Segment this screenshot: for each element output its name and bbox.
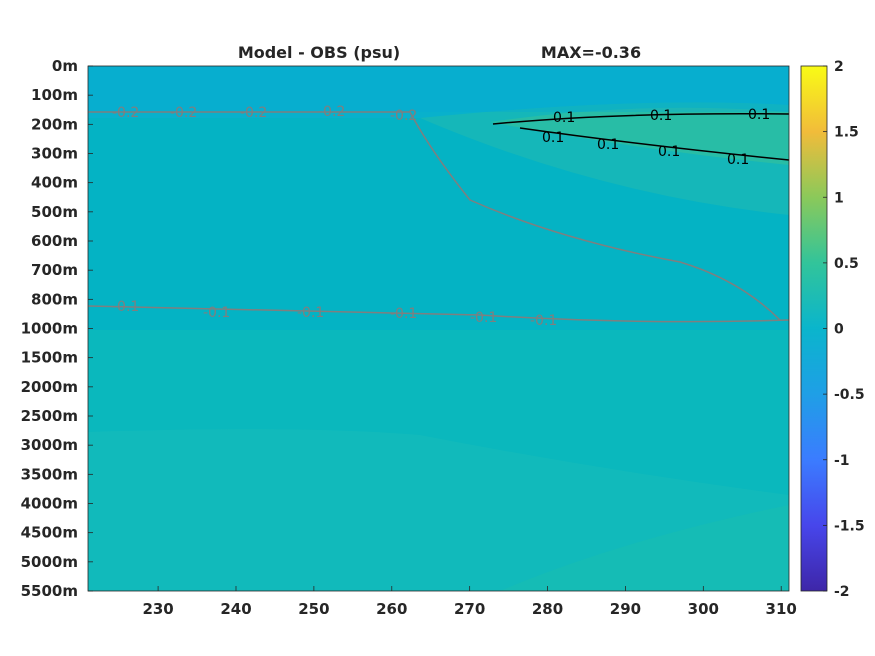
colorbar-tick-label: 1.5: [834, 125, 859, 141]
y-tick-label: 3000m: [21, 436, 78, 454]
contour-label: 0.1: [553, 110, 575, 126]
y-tick-label: 4500m: [21, 524, 78, 542]
y-tick-label: 1000m: [21, 320, 78, 338]
colorbar-tick-label: -1: [834, 453, 850, 469]
y-tick-label: 2000m: [21, 378, 78, 396]
contour-line-neg-0.1: [87, 305, 790, 323]
y-tick-label: 0m: [52, 57, 78, 75]
x-tick-label: 280: [532, 600, 563, 618]
x-tick-label: 230: [142, 600, 173, 618]
y-tick-label: 400m: [31, 174, 78, 192]
contour-label: -0.2: [318, 104, 345, 120]
contour-label: 0.1: [658, 144, 680, 160]
chart-subtitle: MAX=-0.36: [541, 43, 641, 62]
contour-line-0.1-upper: [492, 112, 790, 125]
colorbar-tick-label: 2: [834, 59, 844, 75]
colorbar-tick-label: 1: [834, 190, 844, 206]
y-tick-label: 300m: [31, 145, 78, 163]
contour-label: -0.1: [112, 299, 139, 315]
contour-label: -0.1: [470, 310, 497, 326]
contour-label: 0.1: [542, 130, 564, 146]
contour-line-neg-0.2: [88, 111, 781, 321]
contour-label: -0.1: [203, 305, 230, 321]
colorbar-axis: 2 1.5 1 0.5 0 -0.5 -1 -1.5 -2: [823, 59, 865, 600]
x-tick-label: 250: [298, 600, 329, 618]
y-tick-label: 5000m: [21, 553, 78, 571]
x-axis: 230 240 250 260 270 280 290 300 310: [142, 586, 797, 618]
contour-line-0.1-lower: [519, 127, 790, 161]
colorbar-tick-label: -0.5: [834, 387, 865, 403]
contour-lines: [87, 111, 790, 323]
y-tick-label: 500m: [31, 203, 78, 221]
y-tick-label: 600m: [31, 232, 78, 250]
y-tick-label: 200m: [31, 115, 78, 133]
y-tick-label: 700m: [31, 261, 78, 279]
contour-label: -0.2: [112, 105, 139, 121]
contour-label: 0.1: [748, 107, 770, 123]
contour-label: -0.2: [240, 105, 267, 121]
colorbar-tick-label: -1.5: [834, 518, 865, 534]
colorbar-tick-label: 0.5: [834, 256, 859, 272]
y-tick-label: 2500m: [21, 407, 78, 425]
heatmap-field: [88, 66, 789, 591]
y-tick-label: 100m: [31, 86, 78, 104]
y-tick-label: 4000m: [21, 495, 78, 513]
contour-label: 0.1: [727, 152, 749, 168]
chart-title: Model - OBS (psu): [238, 43, 400, 62]
x-tick-label: 260: [376, 600, 407, 618]
y-tick-label: 3500m: [21, 465, 78, 483]
x-tick-label: 240: [220, 600, 251, 618]
contour-labels: -0.2 -0.2 -0.2 -0.2 -0.2 -0.1 -0.1 -0.1 …: [112, 104, 770, 329]
contour-label: -0.1: [390, 306, 417, 322]
x-tick-label: 290: [610, 600, 641, 618]
y-tick-label: 800m: [31, 290, 78, 308]
contour-label: -0.2: [170, 105, 197, 121]
contour-label: -0.1: [530, 313, 557, 329]
contour-label: 0.1: [650, 108, 672, 124]
colorbar-tick-label: 0: [834, 322, 844, 338]
y-tick-label: 1500m: [21, 349, 78, 367]
contour-label: -0.2: [390, 108, 417, 124]
y-tick-label: 5500m: [21, 582, 78, 600]
x-tick-label: 270: [454, 600, 485, 618]
contour-label: -0.1: [297, 305, 324, 321]
contour-label: 0.1: [597, 137, 619, 153]
colorbar-tick-label: -2: [834, 584, 850, 600]
y-axis: 0m 100m 200m 300m 400m 500m 600m 700m 800m 1000m 1…: [21, 57, 93, 600]
x-tick-label: 300: [688, 600, 719, 618]
x-tick-label: 310: [766, 600, 797, 618]
